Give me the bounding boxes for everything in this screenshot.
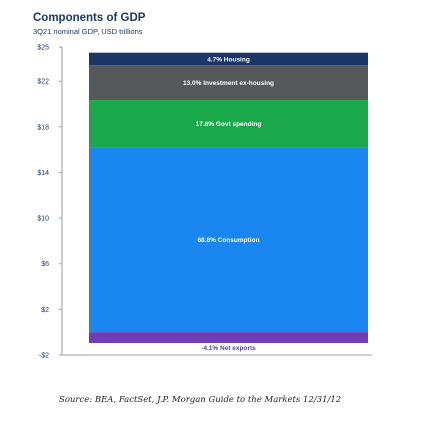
chart-subtitle: 3Q21 nominal GDP, USD trillions [33, 27, 143, 36]
bar-segment [89, 65, 368, 101]
y-tick-label: $22 [37, 79, 49, 86]
segment-label: 13.0% Investment ex-housing [183, 80, 274, 87]
segment-label: 17.6% Govt spending [196, 121, 262, 128]
bar-segment [89, 332, 368, 344]
bar-segment [89, 147, 368, 333]
y-tick-label: -$2 [39, 353, 49, 360]
chart-title: Components of GDP [33, 12, 146, 24]
y-tick-label: $25 [37, 45, 49, 52]
y-tick-label: $14 [37, 170, 49, 177]
segment-label: 4.7% Housing [207, 56, 250, 63]
source-note: Source: BEA, FactSet, J.P. Morgan Guide … [59, 395, 342, 405]
bar-segment [89, 100, 368, 148]
y-tick-label: $6 [41, 261, 49, 268]
y-tick-label: $10 [37, 216, 49, 223]
segment-label: 68.8% Consumption [197, 237, 259, 244]
y-tick-label: $2 [41, 307, 49, 314]
y-tick-label: $18 [37, 124, 49, 131]
bar-segment [89, 52, 368, 66]
segment-label: -4.1% Net exports [201, 345, 256, 352]
